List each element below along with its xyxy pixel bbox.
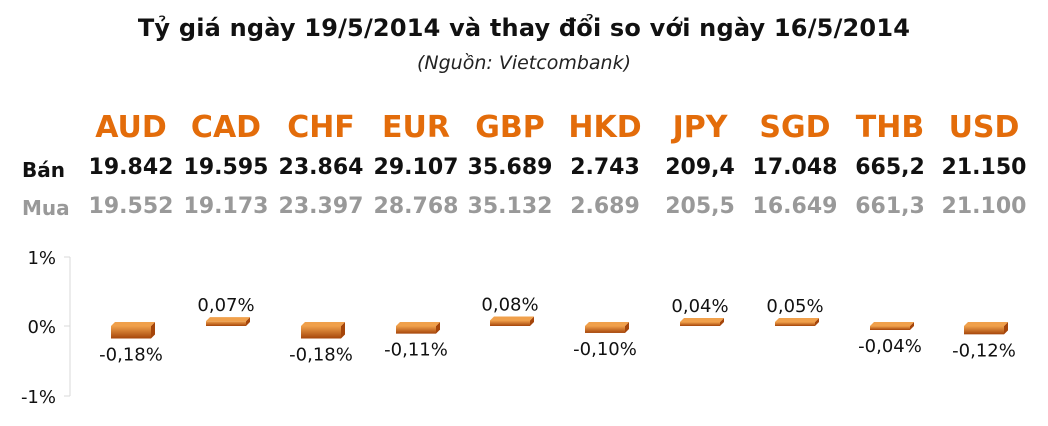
currency-code: EUR xyxy=(382,110,450,145)
sell-rate: 35.689 xyxy=(467,155,553,180)
buy-rate: 19.173 xyxy=(183,194,269,219)
change-bar-side xyxy=(720,318,724,326)
sell-rate: 19.842 xyxy=(88,155,174,180)
buy-rate: 21.100 xyxy=(941,194,1027,219)
change-data-label: 0,04% xyxy=(671,296,728,317)
change-data-label: -0,18% xyxy=(99,345,163,366)
currency-code: CHF xyxy=(287,110,355,145)
buy-rate: 35.132 xyxy=(467,194,553,219)
sell-rate: 19.595 xyxy=(183,155,269,180)
sell-row-label: Bán xyxy=(22,158,65,182)
currency-code: AUD xyxy=(95,110,167,145)
currency-code: JPY xyxy=(672,110,728,145)
currency-code: THB xyxy=(855,110,925,145)
change-bar xyxy=(490,320,530,326)
change-bar xyxy=(680,322,720,326)
change-data-label: -0,12% xyxy=(952,340,1016,361)
buy-rate: 661,3 xyxy=(855,194,925,219)
currency-code: SGD xyxy=(759,110,831,145)
change-data-label: -0,04% xyxy=(858,336,922,357)
change-bar-top xyxy=(396,322,440,326)
chart-title: Tỷ giá ngày 19/5/2014 và thay đổi so với… xyxy=(137,14,911,42)
change-bar xyxy=(585,326,625,333)
sell-rate: 23.864 xyxy=(278,155,364,180)
change-bar-side xyxy=(530,316,534,326)
buy-rate: 16.649 xyxy=(752,194,838,219)
change-bar xyxy=(964,326,1004,335)
y-tick-label: 0% xyxy=(27,317,56,338)
change-bar-top xyxy=(111,322,155,326)
buy-rate: 2.689 xyxy=(570,194,640,219)
change-bar-side xyxy=(1004,322,1008,335)
buy-rate: 23.397 xyxy=(278,194,364,219)
change-bar-side xyxy=(246,317,250,326)
change-data-label: -0,18% xyxy=(289,345,353,366)
sell-rate: 17.048 xyxy=(752,155,838,180)
change-bar xyxy=(111,326,151,339)
sell-rate: 665,2 xyxy=(855,155,925,180)
change-data-label: 0,07% xyxy=(197,295,254,316)
y-tick-label: -1% xyxy=(21,387,56,408)
currency-code: CAD xyxy=(190,110,262,145)
currency-code: USD xyxy=(948,110,1020,145)
change-bar xyxy=(301,326,341,339)
sell-rate: 29.107 xyxy=(373,155,459,180)
change-bar-top xyxy=(585,322,629,326)
change-bar-side xyxy=(436,322,440,334)
change-bar-side xyxy=(341,322,345,339)
y-tick-label: 1% xyxy=(27,248,56,269)
currency-code: HKD xyxy=(568,110,642,145)
buy-rate: 205,5 xyxy=(665,194,735,219)
sell-rate: 209,4 xyxy=(665,155,735,180)
change-bar-top xyxy=(775,318,819,322)
change-bar-top xyxy=(870,322,914,326)
buy-rate: 28.768 xyxy=(373,194,459,219)
change-bar-side xyxy=(151,322,155,339)
change-bar xyxy=(775,322,815,326)
change-bar-top xyxy=(680,318,724,322)
change-data-label: -0,11% xyxy=(384,340,448,361)
sell-rate: 2.743 xyxy=(570,155,640,180)
change-bar-side xyxy=(625,322,629,333)
change-bar-side xyxy=(910,322,914,330)
change-data-label: 0,05% xyxy=(766,296,823,317)
chart-source: (Nguồn: Vietcombank) xyxy=(417,52,631,74)
change-bar-top xyxy=(490,316,534,321)
change-data-label: 0,08% xyxy=(481,294,538,315)
axis-layer: 1% 0% -1% xyxy=(21,248,71,408)
change-data-label: -0,10% xyxy=(573,339,637,360)
change-bar-side xyxy=(815,318,819,326)
currency-code-row: AUD CAD CHF EUR GBP HKD JPY SGD THB USD xyxy=(0,110,1048,150)
change-bar-top xyxy=(206,317,250,322)
change-bar xyxy=(396,326,436,334)
change-bar xyxy=(206,321,246,326)
buy-row-label: Mua xyxy=(22,196,70,220)
change-bar-top xyxy=(964,322,1008,326)
buy-rate: 19.552 xyxy=(88,194,174,219)
change-bar xyxy=(870,326,910,330)
change-bar-top xyxy=(301,322,345,326)
currency-code: GBP xyxy=(475,110,545,145)
sell-rate: 21.150 xyxy=(941,155,1027,180)
